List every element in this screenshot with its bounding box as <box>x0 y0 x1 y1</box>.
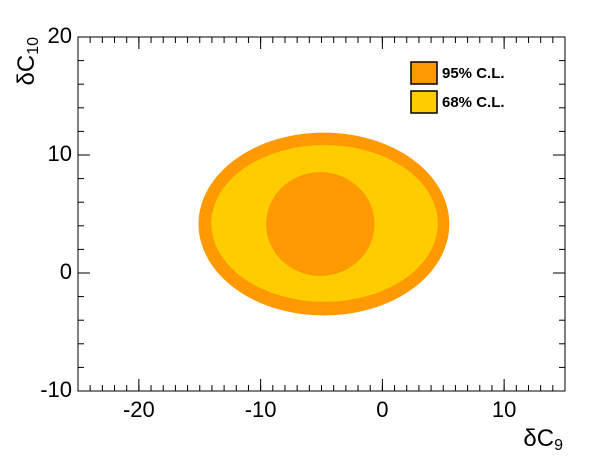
y-tick-label: 0 <box>60 259 72 284</box>
x-tick-label: 0 <box>376 397 388 422</box>
y-tick-label: -10 <box>40 377 72 402</box>
y-tick-label: 20 <box>48 23 72 48</box>
legend-label: 95% C.L. <box>442 65 505 82</box>
x-label-sub: 9 <box>554 437 563 454</box>
y-label-sub: 10 <box>25 37 42 55</box>
y-label-main: δC <box>13 55 40 86</box>
legend-swatch <box>410 90 438 114</box>
legend-label: 68% C.L. <box>442 94 505 111</box>
y-tick-label: 10 <box>48 141 72 166</box>
x-axis-label: δC9 <box>523 425 563 454</box>
legend-swatch <box>410 61 438 85</box>
x-label-main: δC <box>523 425 554 452</box>
y-axis-label: δC10 <box>13 37 42 86</box>
x-tick-label: -10 <box>245 397 277 422</box>
x-tick-label: -20 <box>123 397 155 422</box>
x-tick-label: 10 <box>492 397 516 422</box>
cl-region <box>266 172 375 276</box>
